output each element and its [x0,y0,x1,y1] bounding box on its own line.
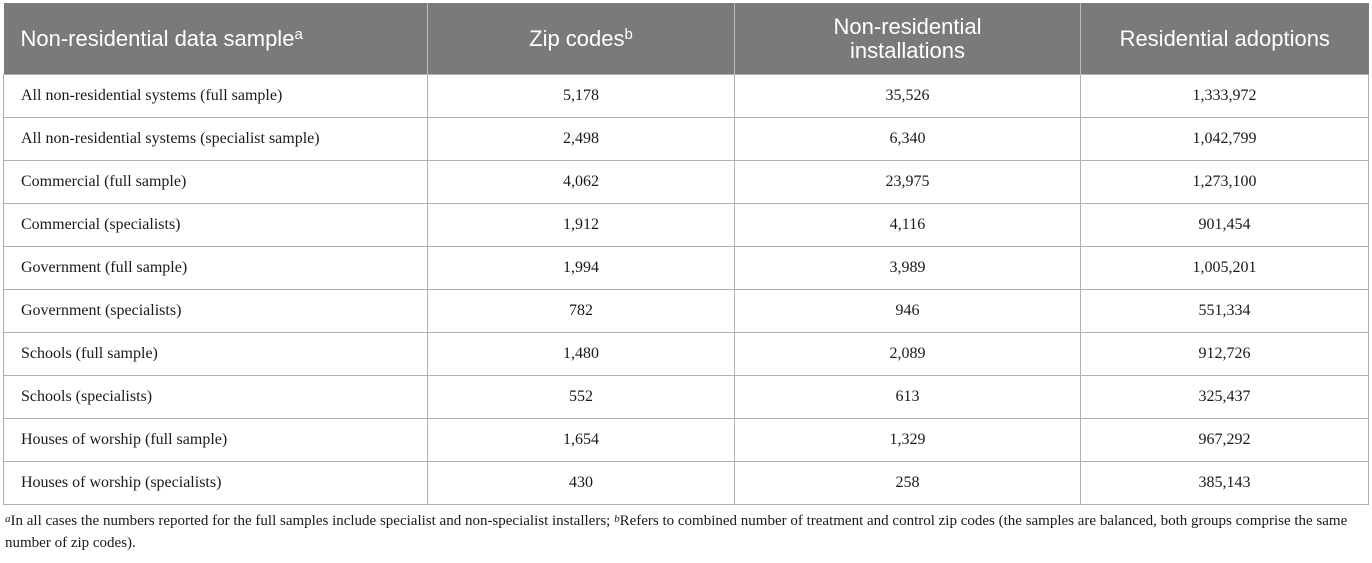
cell-installations: 2,089 [734,332,1081,376]
table-row: Commercial (specialists) 1,912 4,116 901,45… [3,203,1369,247]
cell-adoptions: 385,143 [1080,461,1369,505]
cell-sample: Government (full sample) [3,246,428,290]
table-row: Government (specialists) 782 946 551,334 [3,289,1369,333]
header-sample: Non-residential data samplea [3,3,428,75]
table-row: Government (full sample) 1,994 3,989 1,005,… [3,246,1369,290]
table-container: Non-residential data samplea Zip codesb … [3,3,1370,554]
cell-adoptions: 901,454 [1080,203,1369,247]
table-row: Commercial (full sample) 4,062 23,975 1,273… [3,160,1369,204]
cell-adoptions: 1,273,100 [1080,160,1369,204]
header-residential-adoptions: Residential adoptions [1080,3,1369,75]
header-row: Non-residential data samplea Zip codesb … [3,3,1369,75]
header-adoptions-label: Residential adoptions [1119,25,1330,51]
cell-zip-codes: 5,178 [427,74,735,118]
table-row: Schools (full sample) 1,480 2,089 912,726 [3,332,1369,376]
cell-adoptions: 967,292 [1080,418,1369,462]
cell-sample: Houses of worship (full sample) [3,418,428,462]
cell-sample: Commercial (full sample) [3,160,428,204]
cell-zip-codes: 1,480 [427,332,735,376]
table-row: Schools (specialists) 552 613 325,437 [3,375,1369,419]
cell-sample: All non-residential systems (specialist … [3,117,428,161]
cell-zip-codes: 1,654 [427,418,735,462]
footnote-a-text: In all cases the numbers reported for th… [10,513,615,529]
data-table: Non-residential data samplea Zip codesb … [3,3,1369,505]
table-header: Non-residential data samplea Zip codesb … [3,3,1369,75]
header-sample-label: Non-residential data sample [20,25,295,51]
cell-adoptions: 1,042,799 [1080,117,1369,161]
cell-zip-codes: 430 [427,461,735,505]
cell-installations: 23,975 [734,160,1081,204]
cell-installations: 613 [734,375,1081,419]
footnote-marker-b: b [624,25,633,43]
cell-adoptions: 1,005,201 [1080,246,1369,290]
table-row: All non-residential systems (full sample… [3,74,1369,118]
cell-zip-codes: 2,498 [427,117,735,161]
cell-zip-codes: 1,912 [427,203,735,247]
footnote-a-marker: a [5,513,11,525]
footnote-b-text: Refers to combined number of treatment a… [5,513,1348,551]
cell-zip-codes: 782 [427,289,735,333]
header-installations-line1: Non-residential [833,13,982,39]
cell-zip-codes: 552 [427,375,735,419]
cell-sample: Government (specialists) [3,289,428,333]
cell-sample: Houses of worship (specialists) [3,461,428,505]
table-footnote: aIn all cases the numbers reported for t… [3,510,1370,554]
cell-adoptions: 912,726 [1080,332,1369,376]
header-zip-codes: Zip codesb [427,3,735,75]
header-zip-label: Zip codes [529,25,625,51]
cell-installations: 1,329 [734,418,1081,462]
cell-zip-codes: 4,062 [427,160,735,204]
cell-adoptions: 325,437 [1080,375,1369,419]
cell-adoptions: 1,333,972 [1080,74,1369,118]
table-row: Houses of worship (specialists) 430 258 385… [3,461,1369,505]
cell-adoptions: 551,334 [1080,289,1369,333]
cell-installations: 258 [734,461,1081,505]
cell-sample: Schools (specialists) [3,375,428,419]
cell-installations: 4,116 [734,203,1081,247]
cell-sample: Commercial (specialists) [3,203,428,247]
cell-sample: All non-residential systems (full sample… [3,74,428,118]
cell-installations: 35,526 [734,74,1081,118]
cell-installations: 6,340 [734,117,1081,161]
cell-installations: 3,989 [734,246,1081,290]
cell-sample: Schools (full sample) [3,332,428,376]
footnote-b-marker: b [614,513,620,525]
cell-installations: 946 [734,289,1081,333]
table-body: All non-residential systems (full sample… [3,74,1369,505]
header-non-residential-installations: Non-residential installations [734,3,1081,75]
footnote-marker-a: a [294,25,303,43]
table-row: All non-residential systems (specialist … [3,117,1369,161]
table-row: Houses of worship (full sample) 1,654 1,32… [3,418,1369,462]
cell-zip-codes: 1,994 [427,246,735,290]
header-installations-line2: installations [850,37,965,63]
